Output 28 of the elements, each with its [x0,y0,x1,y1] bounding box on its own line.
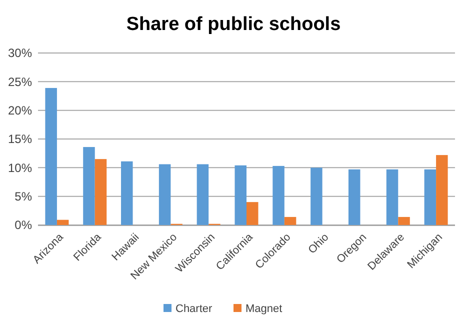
y-tick-label: 30% [8,46,32,60]
bar [284,216,296,225]
bar [234,165,246,225]
bar [398,216,410,225]
y-tick-label: 20% [8,104,32,118]
bar [386,169,398,225]
bar [94,159,107,225]
y-tick-label: 0% [14,218,32,232]
bar [348,169,360,225]
bar [83,147,95,225]
y-tick-label: 25% [8,74,32,89]
bar [436,155,448,225]
legend-label: Magnet [246,302,282,315]
bar [56,220,69,225]
y-tick-label: 15% [8,132,32,146]
bar [424,169,436,225]
bar [246,202,258,225]
y-tick-label: 5% [14,190,32,204]
y-tick-label: 10% [8,160,32,175]
bar [272,166,284,225]
chart-title: Share of public schools [126,14,341,35]
x-tick-label: Ohio [306,231,332,256]
bar [310,168,322,225]
bar [158,164,171,225]
legend-label: Charter [176,302,213,315]
bar [196,164,209,225]
bar [45,88,57,225]
bar [121,161,133,225]
